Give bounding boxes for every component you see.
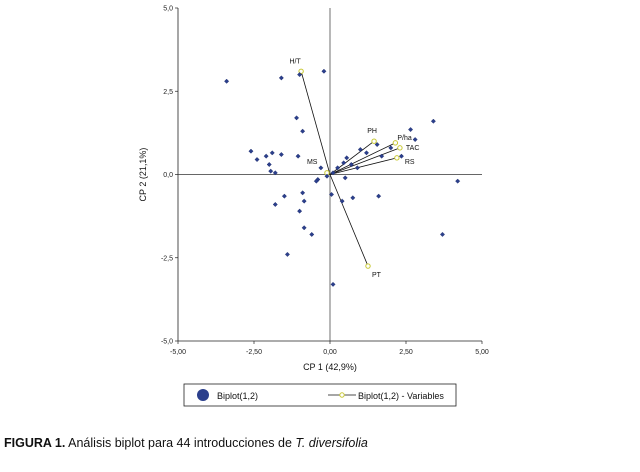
x-tick-label: 2,50	[399, 349, 413, 356]
y-tick-label: -2,5	[161, 255, 173, 262]
scatter-point	[354, 165, 360, 171]
vector-label: PH	[367, 128, 377, 135]
vector-label: H/T	[289, 58, 301, 65]
scatter-point	[455, 178, 461, 184]
scatter-point	[408, 127, 414, 133]
vector-line	[329, 157, 397, 175]
scatter-point	[297, 72, 303, 78]
biplot-chart: -5,00 -2,50 0,00 2,50 5,005,02,50,0-2,5-5,0 …	[138, 6, 489, 407]
scatter-point	[248, 148, 254, 154]
scatter-point	[330, 170, 336, 176]
scatter-point	[363, 150, 369, 156]
y-tick-label: 5,0	[163, 6, 173, 13]
vector-label: RS	[405, 159, 415, 166]
vector-line	[329, 147, 401, 175]
y-tick-label: -5,0	[161, 339, 173, 346]
scatter-point	[278, 152, 284, 158]
vector-endpoint	[371, 138, 377, 144]
scatter-point	[224, 78, 230, 84]
scatter-point	[272, 201, 278, 207]
x-tick-label: 0,00	[323, 349, 337, 356]
scatter-point	[301, 198, 307, 204]
x-tick-label: -2,50	[246, 349, 262, 356]
scatter-point	[344, 155, 350, 161]
scatter-points	[224, 68, 461, 287]
vector-line	[329, 142, 396, 175]
y-tick-label: 2,5	[163, 89, 173, 96]
scatter-point	[398, 153, 404, 159]
x-tick-label: 5,00	[475, 349, 489, 356]
scatter-point	[254, 157, 260, 162]
scatter-point	[294, 115, 300, 121]
scatter-point	[374, 142, 380, 148]
legend: Biplot(1,2) Biplot(1,2) - Variables	[183, 383, 457, 407]
scatter-point	[313, 178, 319, 184]
scatter-point	[278, 75, 284, 81]
scatter-point	[341, 160, 347, 166]
scatter-point	[301, 225, 307, 231]
vector-label: P/ha	[397, 135, 412, 142]
vector-label: PT	[372, 272, 382, 279]
scatter-point	[309, 231, 315, 237]
caption-text: Análisis biplot para 44 introducciones d…	[65, 436, 296, 450]
y-axis-label: CP 2 (21,1%)	[138, 148, 148, 202]
scatter-point	[357, 147, 363, 153]
legend-vectors-marker	[339, 392, 345, 398]
scatter-point	[284, 251, 290, 257]
vector-line	[329, 174, 369, 267]
scatter-point	[412, 137, 418, 143]
scatter-point	[300, 190, 306, 196]
vector-line	[329, 140, 375, 175]
scatter-point	[268, 168, 274, 174]
vector-line	[300, 71, 331, 175]
scatter-point	[350, 195, 356, 201]
legend-vectors-label: Biplot(1,2) - Variables	[358, 391, 444, 401]
scatter-point	[263, 153, 269, 159]
scatter-point	[339, 198, 345, 204]
vector-endpoint	[397, 145, 403, 151]
scatter-point	[335, 165, 341, 171]
scatter-point	[430, 118, 436, 124]
x-tick-label: -5,00	[170, 349, 186, 356]
scatter-point	[321, 68, 327, 74]
scatter-point	[318, 165, 324, 171]
y-tick-label: 0,0	[163, 172, 173, 179]
scatter-point	[379, 153, 385, 159]
legend-points-marker	[197, 389, 209, 401]
caption-figure-label: FIGURA 1.	[4, 436, 66, 450]
scatter-point	[266, 162, 272, 167]
scatter-point	[388, 145, 394, 151]
x-axis-label: CP 1 (42,9%)	[303, 362, 357, 372]
scatter-point	[376, 193, 382, 199]
caption-species: T. diversifolia	[295, 436, 368, 450]
tick-labels: -5,00 -2,50 0,00 2,50 5,00 5,0 2,5 0,0 -2,5 -5,0	[161, 6, 489, 357]
scatter-point	[439, 231, 445, 237]
scatter-point	[324, 173, 330, 179]
scatter-point	[330, 281, 336, 287]
vector-endpoint	[394, 155, 400, 161]
scatter-point	[329, 191, 335, 197]
vector-label: TAC	[406, 145, 419, 152]
scatter-point	[281, 193, 287, 199]
vector-endpoint	[365, 263, 371, 269]
scatter-point	[300, 128, 306, 134]
scatter-point	[295, 153, 301, 159]
legend-box	[183, 383, 457, 407]
scatter-point	[348, 162, 354, 167]
legend-points-label: Biplot(1,2)	[217, 391, 258, 401]
vector-label: MS	[307, 159, 318, 166]
variable-vectors: H/T PH P/ha TAC RS MS PT	[289, 58, 419, 279]
vector-endpoint	[392, 140, 399, 146]
scatter-point	[297, 208, 303, 214]
scatter-point	[342, 175, 348, 181]
vector-endpoint	[298, 68, 304, 74]
scatter-point	[272, 170, 278, 176]
scatter-point	[269, 150, 275, 156]
figure-caption: FIGURA 1. Análisis biplot para 44 introd…	[4, 436, 368, 450]
